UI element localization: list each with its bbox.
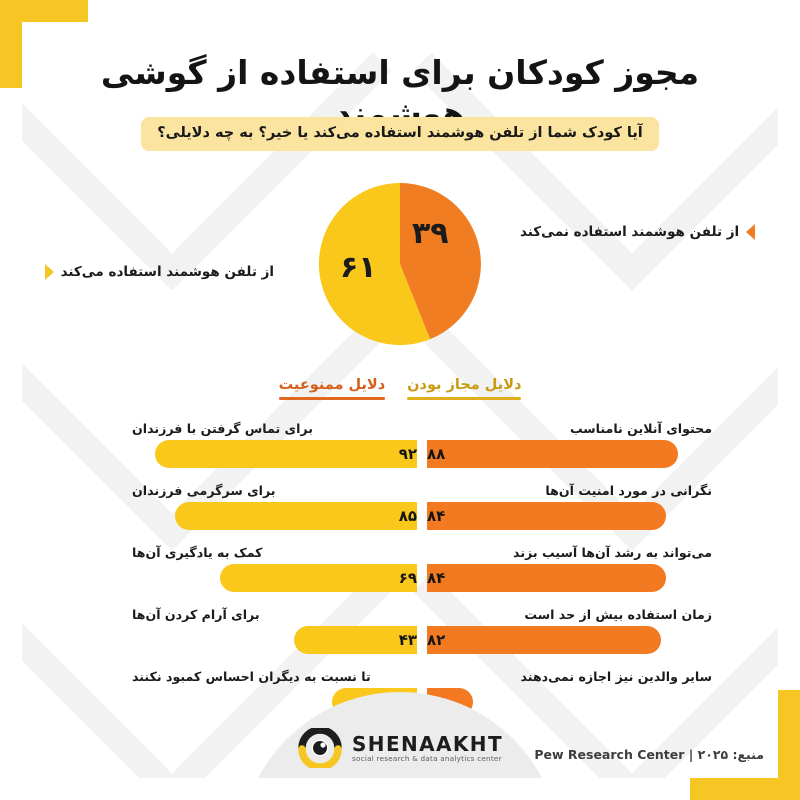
bar-value: ۹۲ — [398, 445, 417, 463]
bar-track: ۹۲ — [132, 440, 417, 468]
bar-track: ۸۴ — [427, 564, 712, 592]
logo-tagline: social research & data analytics center — [352, 753, 502, 763]
bar-allowed: ۶۹ — [220, 564, 417, 592]
logo: SHENAAKHT social research & data analyti… — [297, 728, 503, 768]
bar-banned: ۸۴ — [427, 564, 667, 592]
source-credit: منبع: Pew Research Center | ۲۰۲۵ — [534, 747, 764, 762]
footer: SHENAAKHT social research & data analyti… — [22, 692, 778, 778]
bar-allowed: ۹۲ — [154, 440, 417, 468]
bar-allowed: ۴۳ — [294, 626, 417, 654]
pie-slice-not-uses — [400, 183, 481, 340]
section-header-allowed: دلایل مجاز بودن — [407, 374, 522, 400]
bar-value: ۸۴ — [427, 507, 446, 525]
bar-value: ۸۲ — [427, 631, 446, 649]
bar-cell-banned: زمان استفاده بیش از حد است ۸۲ — [427, 604, 712, 666]
section-header-banned-underline — [278, 397, 386, 400]
bar-label: برای آرام کردن آن‌ها — [132, 607, 260, 622]
bar-label: محتوای آنلاین نامناسب — [569, 421, 712, 436]
triangle-left-pointer-icon — [746, 224, 756, 240]
pie-label-uses: از تلفن هوشمند استفاده می‌کند — [44, 264, 274, 280]
pie-label-not-uses: از تلفن هوشمند استفاده نمی‌کند — [520, 224, 756, 240]
bar-value: ۸۸ — [427, 445, 446, 463]
pie-value-uses: ۶۱ — [340, 250, 377, 285]
pie-label-not-uses-text: از تلفن هوشمند استفاده نمی‌کند — [520, 224, 740, 240]
bar-track: ۶۹ — [132, 564, 417, 592]
bar-track: ۸۲ — [427, 626, 712, 654]
bar-row: کمک به یادگیری آن‌ها ۶۹ می‌تواند به رشد … — [22, 542, 778, 604]
subtitle-banner-wrap: آیا کودک شما از تلفن هوشمند استفاده می‌ک… — [22, 117, 778, 151]
bar-track: ۴۳ — [132, 626, 417, 654]
bar-track: ۸۸ — [427, 440, 712, 468]
section-headers: دلایل مجاز بودن دلایل ممنوعیت — [22, 374, 778, 400]
section-header-banned: دلایل ممنوعیت — [278, 374, 386, 400]
bar-allowed: ۸۵ — [174, 502, 417, 530]
subtitle-banner: آیا کودک شما از تلفن هوشمند استفاده می‌ک… — [141, 117, 659, 151]
bar-label: کمک به یادگیری آن‌ها — [132, 545, 263, 560]
bar-label: می‌تواند به رشد آن‌ها آسیب بزند — [513, 545, 712, 560]
bar-chart-section: برای تماس گرفتن با فرزندان ۹۲ محتوای آنل… — [22, 418, 778, 728]
bar-label: برای سرگرمی فرزندان — [132, 483, 276, 498]
bar-value: ۸۴ — [427, 569, 446, 587]
bar-label: نگرانی در مورد امنیت آن‌ها — [545, 483, 712, 498]
bar-banned: ۸۴ — [427, 502, 667, 530]
bar-cell-banned: می‌تواند به رشد آن‌ها آسیب بزند ۸۴ — [427, 542, 712, 604]
bar-cell-allowed: برای سرگرمی فرزندان ۸۵ — [132, 480, 417, 542]
frame-cover-top-right — [88, 0, 800, 22]
section-header-allowed-text: دلایل مجاز بودن — [407, 377, 522, 393]
pie-slice-uses — [318, 182, 431, 345]
source-name: Pew Research Center | ۲۰۲۵ — [534, 747, 729, 762]
logo-name: SHENAAKHT — [352, 731, 503, 756]
section-header-allowed-underline — [407, 397, 522, 400]
bar-cell-banned: محتوای آنلاین نامناسب ۸۸ — [427, 418, 712, 480]
pie-label-uses-text: از تلفن هوشمند استفاده می‌کند — [60, 264, 274, 280]
bar-track: ۸۴ — [427, 502, 712, 530]
frame-cover-right — [778, 0, 800, 690]
logo-text: SHENAAKHT social research & data analyti… — [352, 731, 503, 763]
bar-cell-allowed: برای تماس گرفتن با فرزندان ۹۲ — [132, 418, 417, 480]
bar-banned: ۸۲ — [427, 626, 661, 654]
pie-value-not-uses: ۳۹ — [412, 216, 449, 251]
bar-label: تا نسبت به دیگران احساس کمبود نکنند — [132, 669, 371, 684]
bar-row: برای آرام کردن آن‌ها ۴۳ زمان استفاده بیش… — [22, 604, 778, 666]
bar-cell-allowed: کمک به یادگیری آن‌ها ۶۹ — [132, 542, 417, 604]
bar-cell-allowed: برای آرام کردن آن‌ها ۴۳ — [132, 604, 417, 666]
triangle-right-pointer-icon — [44, 264, 54, 280]
bar-value: ۸۵ — [398, 507, 417, 525]
infographic-canvas: مجوز کودکان برای استفاده از گوشی هوشمند … — [22, 22, 778, 778]
bar-track: ۸۵ — [132, 502, 417, 530]
bar-row: برای سرگرمی فرزندان ۸۵ نگرانی در مورد ام… — [22, 480, 778, 542]
bar-value: ۶۹ — [398, 569, 417, 587]
bar-label: برای تماس گرفتن با فرزندان — [132, 421, 313, 436]
source-prefix: منبع: — [732, 747, 764, 762]
frame-cover-left — [0, 88, 22, 800]
frame-cover-bottom-left — [0, 778, 690, 800]
bar-cell-banned: نگرانی در مورد امنیت آن‌ها ۸۴ — [427, 480, 712, 542]
bar-row: برای تماس گرفتن با فرزندان ۹۲ محتوای آنل… — [22, 418, 778, 480]
bar-banned: ۸۸ — [427, 440, 678, 468]
section-header-banned-text: دلایل ممنوعیت — [278, 377, 386, 393]
pie-chart — [318, 182, 481, 345]
pie-chart-section: ۶۱ ۳۹ از تلفن هوشمند استفاده نمی‌کند از … — [22, 162, 778, 362]
bar-label: زمان استفاده بیش از حد است — [524, 607, 712, 622]
bar-label: سایر والدین نیز اجازه نمی‌دهند — [520, 669, 712, 684]
eye-logo-icon — [298, 728, 342, 768]
bar-value: ۴۳ — [398, 631, 417, 649]
